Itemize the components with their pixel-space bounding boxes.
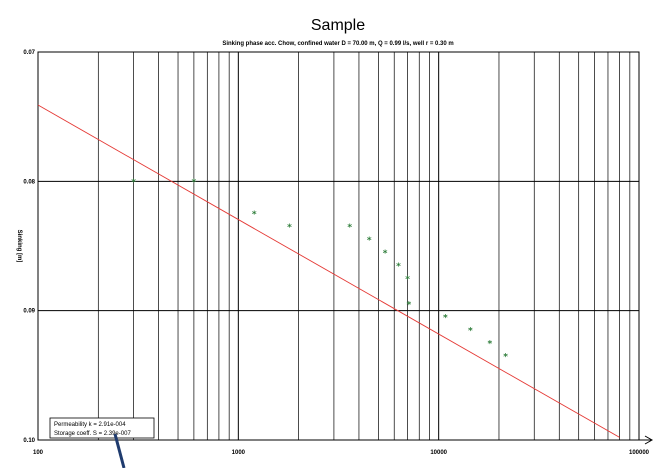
y-tick-label: 0.09 [23, 309, 35, 315]
x-tick-label: 1000 [232, 450, 246, 456]
x-tick-label: 100 [33, 450, 44, 456]
x-tick-label: 100000 [629, 450, 650, 456]
data-point: * [131, 178, 136, 188]
grid [38, 52, 639, 440]
x-axis: 100 1000 10000 100000 [33, 450, 650, 456]
data-point: * [252, 210, 257, 220]
data-point: * [468, 327, 473, 337]
y-tick-label: 0.07 [23, 50, 35, 56]
y-tick-label: 0.10 [23, 438, 35, 444]
parameter-annotation-box: Permeability k = 2.91e-004 Storage coeff… [49, 417, 155, 439]
pointer-line [113, 433, 126, 468]
x-axis-arrow [639, 435, 654, 445]
fit-line [37, 104, 620, 438]
data-point: * [443, 314, 448, 324]
data-point: * [503, 352, 508, 362]
chart-subtitle: Sinking phase acc. Chow, confined water … [222, 41, 453, 47]
data-point: * [287, 223, 292, 233]
data-point: * [192, 178, 197, 188]
data-point: * [396, 262, 401, 272]
data-point: * [407, 301, 412, 311]
data-point: * [487, 340, 492, 350]
storage-coeff-text: Storage coeff. S = 2.39e-007 [54, 431, 131, 437]
data-point: * [405, 275, 410, 285]
x-tick-label: 10000 [430, 450, 447, 456]
y-tick-label: 0.08 [23, 179, 35, 185]
data-series: * * * * * * * * * * * * * * [37, 104, 620, 438]
data-point: * [383, 249, 388, 259]
y-axis-label: Sinking [m] [16, 230, 22, 263]
y-axis: 0.07 0.08 0.09 0.10 [23, 50, 35, 444]
data-point: * [367, 236, 372, 246]
plot-area-border [37, 51, 640, 441]
permeability-text: Permeability k = 2.91e-004 [54, 422, 126, 428]
data-point: * [347, 223, 352, 233]
chart-title: Sample [311, 17, 365, 34]
